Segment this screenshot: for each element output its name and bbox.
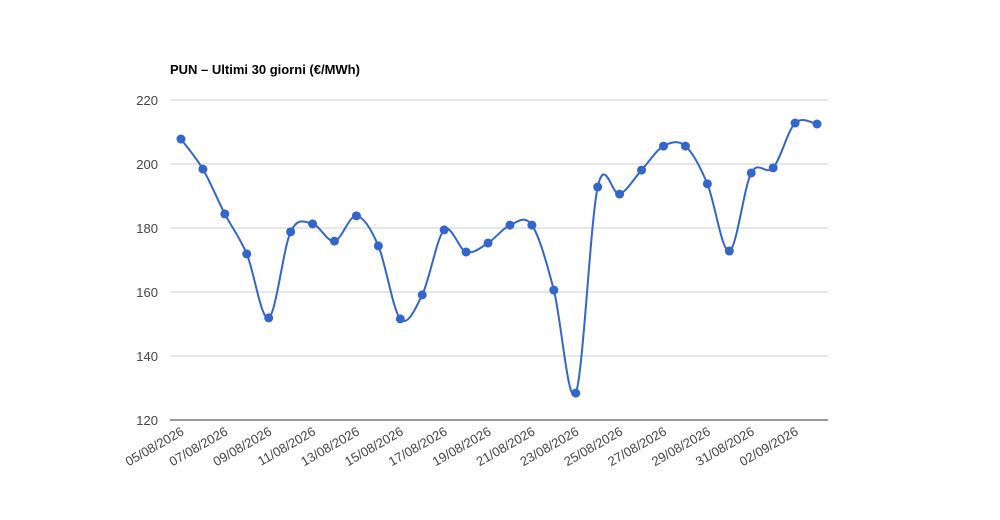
point [505,220,515,230]
point [373,241,383,251]
y-tick-label: 120 [136,413,158,428]
y-tick-label: 220 [136,93,158,108]
point [439,225,449,235]
chart-title: PUN – Ultimi 30 giorni (€/MWh) [170,62,360,77]
point [198,164,208,174]
point [330,236,339,246]
point [724,246,734,256]
point [286,227,296,237]
point [680,141,690,151]
point [812,119,822,129]
point [637,165,647,175]
y-tick-label: 160 [136,285,158,300]
y-tick-label: 140 [136,349,158,364]
y-tick-label: 180 [136,221,158,236]
point [461,247,471,257]
line [180,119,818,397]
point [702,179,712,189]
point [264,313,274,323]
point [746,168,756,178]
point [351,211,361,221]
point [615,189,625,199]
point [242,249,252,259]
point [220,209,230,219]
y-tick-label: 200 [136,157,158,172]
point [483,238,493,248]
point [790,118,800,128]
point [659,141,668,151]
point [417,290,427,300]
point [768,163,778,173]
point [593,182,603,192]
point [308,219,318,229]
point [395,314,405,324]
point [176,134,186,144]
point [549,285,559,295]
point [527,220,537,230]
point [571,388,581,398]
